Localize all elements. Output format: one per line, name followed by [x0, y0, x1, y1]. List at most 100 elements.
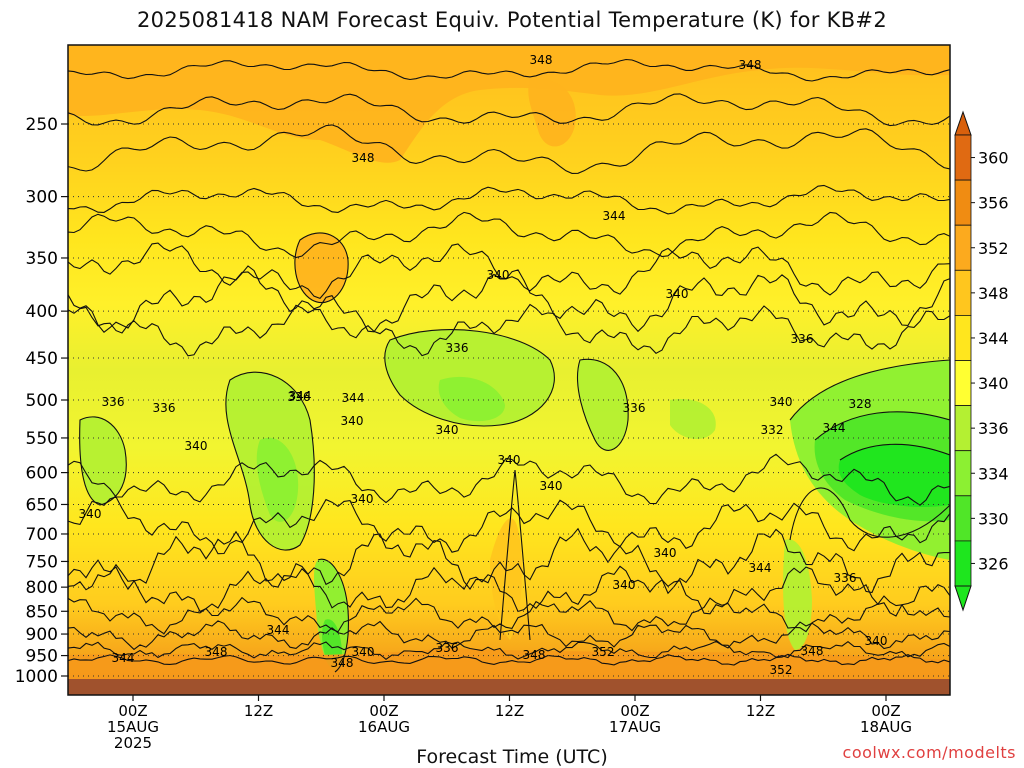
contour-line	[68, 527, 950, 595]
contour-label: 336	[623, 401, 646, 415]
x-tick-label: 12Z	[244, 702, 273, 720]
x-tick-label: 12Z	[495, 702, 524, 720]
contour-line	[317, 558, 349, 673]
contour-line	[68, 242, 950, 300]
contour-label: 344	[603, 209, 626, 223]
contour-line	[68, 595, 950, 635]
colorbar-label: 356	[978, 194, 1009, 213]
colorbar-segment	[954, 134, 972, 181]
contour-line	[814, 411, 950, 441]
contour-label: 340	[865, 634, 888, 648]
x-tick-label: 12Z	[746, 702, 775, 720]
contour-label: 344	[267, 623, 290, 637]
contour-label: 340	[654, 546, 677, 560]
contour-label: 340	[498, 453, 521, 467]
contour-label: 344	[112, 651, 135, 665]
colorbar-label: 360	[978, 149, 1009, 168]
theta-e-region	[490, 518, 522, 640]
contour-label: 348	[801, 644, 824, 658]
contour-label: 348	[352, 151, 375, 165]
contour-line	[839, 443, 950, 461]
theta-e-region	[256, 437, 299, 522]
x-tick-label: 00Z	[620, 702, 649, 720]
contour-label: 340	[185, 439, 208, 453]
theta-e-region	[528, 79, 576, 147]
contour-line	[789, 359, 950, 421]
contour-label: 348	[331, 656, 354, 670]
contour-line	[68, 653, 950, 666]
y-tick-label: 450	[26, 349, 58, 369]
y-tick-label: 850	[26, 602, 58, 622]
contour-line	[576, 358, 629, 451]
colorbar-bottom-arrow	[954, 585, 972, 612]
contour-label: 336	[436, 641, 459, 655]
contour-label: 348	[523, 648, 546, 662]
contour-label: 336	[446, 341, 469, 355]
contour-label: 348	[205, 645, 228, 659]
contour-line	[789, 487, 950, 541]
colorbar-segment	[954, 269, 972, 316]
credit-label: coolwx.com/modelts	[842, 743, 1016, 762]
y-tick-label: 550	[26, 429, 58, 449]
y-tick-label: 300	[26, 188, 58, 208]
theta-e-region	[783, 539, 812, 650]
colorbar-label: 336	[978, 419, 1009, 438]
contour-line	[68, 58, 950, 82]
contour-line	[68, 265, 950, 333]
colorbar-segment	[954, 360, 972, 406]
y-tick-label: 500	[26, 391, 58, 411]
contour-label: 352	[592, 645, 615, 659]
contour-label: 340	[613, 578, 636, 592]
contour-label: 344	[289, 389, 312, 403]
contour-label: 352	[770, 663, 793, 677]
contour-label: 344	[342, 391, 365, 405]
contour-label: 332	[761, 423, 784, 437]
colorbar-segment	[954, 495, 972, 542]
contour-label: 340	[351, 492, 374, 506]
y-tick-label: 350	[26, 249, 58, 269]
y-tick-label: 250	[26, 115, 58, 135]
contour-label: 340	[770, 395, 793, 409]
contour-line	[68, 303, 950, 357]
contour-label: 336	[791, 332, 814, 346]
x-tick-label: 00Z	[871, 702, 900, 720]
y-axis: 250 300 350 400 450 500 550 600 650 700 750 800 850 9…	[15, 115, 68, 687]
colorbar-segment	[954, 179, 972, 226]
contour-line	[68, 184, 950, 215]
theta-e-region	[838, 444, 950, 507]
x-tick-label: 18AUG	[860, 718, 912, 736]
contour-label: 344	[823, 421, 846, 435]
contour-label: 340	[487, 268, 510, 282]
colorbar-segment	[954, 540, 972, 587]
contour-label: 348	[739, 58, 762, 72]
y-tick-label: 700	[26, 525, 58, 545]
y-tick-label: 750	[26, 552, 58, 572]
contour-line	[499, 469, 531, 641]
y-tick-label: 1000	[15, 667, 58, 687]
theta-e-region	[79, 416, 127, 505]
x-tick-label: 15AUG	[107, 718, 159, 736]
contour-line	[68, 211, 950, 259]
contour-label: 340	[540, 479, 563, 493]
contour-line	[294, 232, 349, 303]
ground-band	[68, 679, 950, 695]
x-tick-label: 2025	[114, 734, 152, 752]
colorbar-segment	[954, 405, 972, 452]
colorbar-segment	[954, 450, 972, 497]
y-tick-label: 800	[26, 578, 58, 598]
plot-area: 348 348 348 344 340 340 336 336 340 336 336 336 344 3…	[67, 44, 951, 696]
contour-label: 348	[530, 53, 553, 67]
contour-label: 340	[666, 287, 689, 301]
chart-title: 2025081418 NAM Forecast Equiv. Potential…	[137, 8, 887, 32]
colorbar-label: 330	[978, 509, 1009, 528]
contour-line	[68, 124, 950, 174]
contour-label: 344	[749, 561, 772, 575]
contour-label: 340	[352, 645, 375, 659]
contour-label: 336	[834, 571, 857, 585]
theta-e-region	[577, 359, 629, 451]
x-tick-label: 17AUG	[609, 718, 661, 736]
contour-line	[68, 93, 950, 127]
x-tick-label: 16AUG	[358, 718, 410, 736]
colorbar-label: 344	[978, 329, 1009, 348]
